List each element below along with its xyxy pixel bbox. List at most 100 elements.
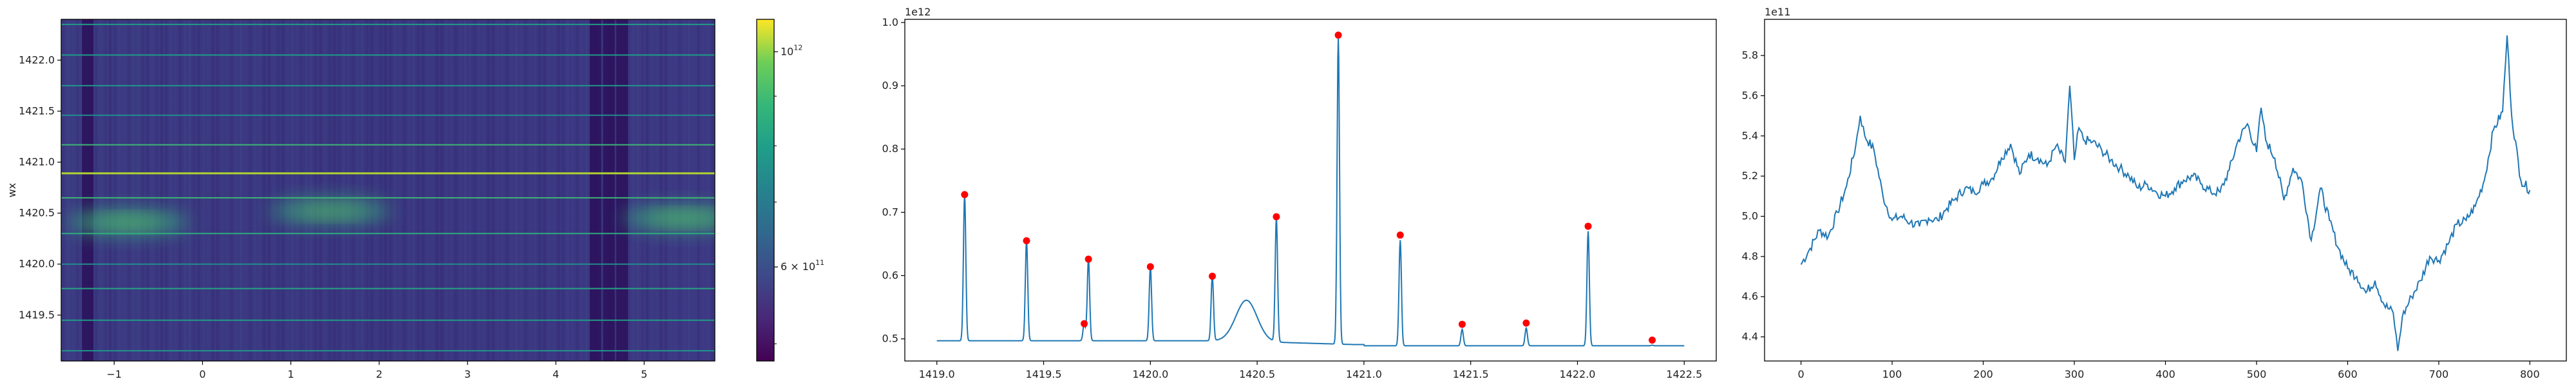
y-tick-label: 5.2	[1742, 170, 1758, 182]
heatmap-column-streak	[706, 19, 710, 361]
x-tick-label: 1420.0	[1132, 368, 1168, 380]
heatmap-column-streak	[636, 19, 639, 361]
heatmap-column-streak	[370, 19, 374, 361]
heatmap-column-streak	[412, 19, 415, 361]
x-tick-label: −1	[107, 368, 122, 380]
heatmap-column-streak	[515, 19, 518, 361]
x-tick-label: 1419.0	[919, 368, 955, 380]
x-tick-label: 0	[199, 368, 205, 380]
heatmap-column-streak	[585, 19, 588, 361]
y-tick-label: 0.9	[882, 79, 898, 92]
heatmap-column-streak	[99, 19, 102, 361]
heatmap-column-streak	[188, 19, 191, 361]
heatmap-column-streak	[533, 19, 536, 361]
heatmap-column-streak	[529, 19, 532, 361]
peak-marker	[1396, 231, 1404, 239]
series-y-offset-label: 1e11	[1765, 6, 1790, 18]
peak-marker	[1458, 320, 1466, 328]
heatmap-column-streak	[379, 19, 383, 361]
y-tick-label: 1421.5	[19, 104, 55, 117]
heatmap-column-streak	[538, 19, 542, 361]
y-tick-label: 5.4	[1742, 130, 1758, 142]
y-tick-label: 0.8	[882, 142, 898, 155]
heatmap-blob-core	[91, 215, 163, 229]
heatmap-column-streak	[225, 19, 229, 361]
x-tick-label: 700	[2429, 368, 2449, 380]
heatmap-column-streak	[473, 19, 476, 361]
heatmap-column-streak	[62, 19, 65, 361]
x-tick-label: 600	[2338, 368, 2358, 380]
heatmap-column-streak	[450, 19, 453, 361]
peak-marker	[1081, 320, 1088, 327]
heatmap-column-streak	[674, 19, 677, 361]
heatmap-column-streak	[258, 19, 261, 361]
peak-marker	[1273, 213, 1280, 220]
x-tick-label: 1421.5	[1453, 368, 1489, 380]
heatmap-column-streak	[365, 19, 368, 361]
heatmap-column-streak	[296, 19, 299, 361]
peak-marker	[1084, 255, 1092, 263]
heatmap-column-streak	[562, 19, 565, 361]
heatmap-column-streak	[137, 19, 140, 361]
heatmap-column-streak	[692, 19, 696, 361]
heatmap-column-streak	[426, 19, 430, 361]
heatmap-column-streak	[71, 19, 75, 361]
heatmap-column-streak	[240, 19, 243, 361]
peaks-frame	[904, 19, 1717, 362]
y-tick-label: 1.0	[882, 16, 898, 28]
heatmap-column-streak	[216, 19, 219, 361]
heatmap-column-streak	[165, 19, 168, 361]
heatmap-column-streak	[328, 19, 331, 361]
colorbar-gradient	[757, 19, 774, 361]
y-tick-label: 1421.0	[19, 155, 55, 168]
heatmap-column-streak	[408, 19, 411, 361]
y-tick-label: 0.5	[882, 333, 898, 345]
heatmap-column-streak	[464, 19, 467, 361]
heatmap-column-streak	[669, 19, 672, 361]
heatmap-column-streak	[655, 19, 658, 361]
heatmap-column-streak	[290, 19, 294, 361]
heatmap-column-streak	[398, 19, 401, 361]
heatmap-column-streak	[580, 19, 583, 361]
heatmap-column-streak	[146, 19, 149, 361]
heatmap-column-streak	[160, 19, 163, 361]
x-tick-label: 1422.5	[1666, 368, 1702, 380]
heatmap-column-streak	[319, 19, 322, 361]
heatmap-column-streak	[281, 19, 285, 361]
x-tick-label: 400	[2155, 368, 2175, 380]
heatmap-column-streak	[445, 19, 448, 361]
heatmap-column-streak	[477, 19, 480, 361]
peaks-plot-area	[936, 32, 1685, 347]
heatmap-column-streak	[678, 19, 681, 361]
heatmap-column-streak	[76, 19, 79, 361]
heatmap-column-streak	[118, 19, 121, 361]
x-tick-label: 0	[1797, 368, 1804, 380]
heatmap-column-streak	[417, 19, 420, 361]
heatmap-column-streak	[104, 19, 107, 361]
heatmap-column-streak	[352, 19, 355, 361]
heatmap-column-streak	[576, 19, 579, 361]
y-tick-label: 4.8	[1742, 250, 1758, 262]
x-tick-label: 1	[288, 368, 294, 380]
colorbar-tick-label: 1012	[781, 43, 802, 57]
colorbar-tick-label: 6 × 1011	[781, 258, 824, 273]
heatmap-blob-core	[295, 204, 366, 218]
heatmap-dark-column	[616, 19, 628, 361]
heatmap-column-streak	[361, 19, 364, 361]
heatmap-column-streak	[267, 19, 270, 361]
heatmap-column-streak	[506, 19, 509, 361]
y-tick-label: 1422.0	[19, 54, 55, 66]
heatmap-column-streak	[249, 19, 252, 361]
heatmap-column-streak	[711, 19, 714, 361]
heatmap-column-streak	[178, 19, 182, 361]
heatmap-column-streak	[342, 19, 345, 361]
heatmap-column-streak	[169, 19, 173, 361]
y-tick-label: 5.0	[1742, 210, 1758, 222]
y-tick-label: 4.6	[1742, 290, 1758, 302]
y-tick-label: 0.7	[882, 206, 898, 218]
heatmap-column-streak	[141, 19, 144, 361]
heatmap-column-streak	[263, 19, 266, 361]
heatmap-column-streak	[193, 19, 196, 361]
heatmap-column-streak	[487, 19, 490, 361]
